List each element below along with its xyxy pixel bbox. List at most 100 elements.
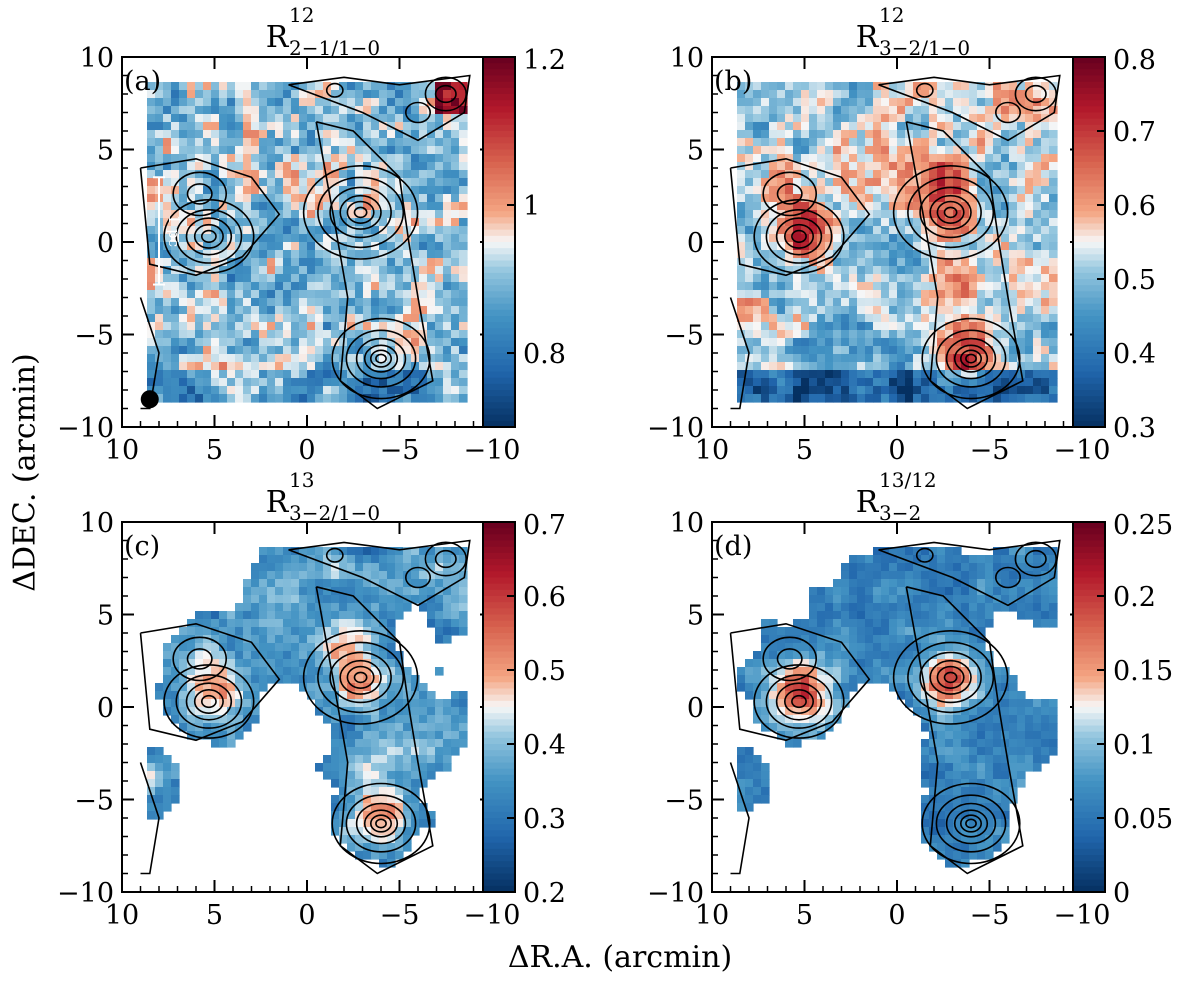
colorbar-segment	[483, 131, 515, 138]
heatmap-cell	[315, 675, 324, 684]
heatmap-cell	[801, 282, 810, 291]
heatmap-cell	[403, 258, 412, 267]
heatmap-cell	[387, 603, 396, 612]
heatmap-cell	[881, 194, 890, 203]
heatmap-cell	[985, 306, 994, 315]
heatmap-cell	[993, 218, 1002, 227]
heatmap-cell	[403, 274, 412, 283]
heatmap-cell	[435, 154, 444, 163]
heatmap-cell	[841, 98, 850, 107]
heatmap-cell	[801, 322, 810, 331]
heatmap-cell	[753, 378, 762, 387]
heatmap-cell	[753, 138, 762, 147]
heatmap-cell	[315, 394, 324, 403]
heatmap-cell	[1017, 234, 1026, 243]
heatmap-cell	[267, 555, 276, 564]
heatmap-cell	[299, 114, 308, 123]
heatmap-cell	[459, 370, 468, 379]
heatmap-cell	[921, 258, 930, 267]
heatmap-cell	[937, 138, 946, 147]
heatmap-cell	[283, 210, 292, 219]
heatmap-cell	[913, 298, 922, 307]
colorbar-segment	[1073, 193, 1105, 200]
heatmap-cell	[227, 274, 236, 283]
heatmap-cell	[171, 787, 180, 796]
heatmap-cell	[985, 82, 994, 91]
heatmap-cell	[403, 314, 412, 323]
heatmap-cell	[809, 82, 818, 91]
heatmap-cell	[147, 346, 156, 355]
heatmap-cell	[307, 306, 316, 315]
heatmap-cell	[403, 755, 412, 764]
heatmap-cell	[889, 330, 898, 339]
heatmap-cell	[801, 362, 810, 371]
heatmap-cell	[283, 306, 292, 315]
heatmap-cell	[267, 346, 276, 355]
heatmap-cell	[323, 683, 332, 692]
heatmap-cell	[347, 819, 356, 828]
colorbar-segment	[483, 726, 515, 733]
heatmap-cell	[921, 386, 930, 395]
heatmap-cell	[283, 154, 292, 163]
heatmap-cell	[155, 314, 164, 323]
heatmap-cell	[291, 635, 300, 644]
x-tick-label: −5	[380, 900, 420, 931]
heatmap-cell	[331, 266, 340, 275]
heatmap-cell	[347, 739, 356, 748]
heatmap-cell	[1041, 234, 1050, 243]
heatmap-cell	[993, 258, 1002, 267]
heatmap-cell	[737, 763, 746, 772]
heatmap-cell	[1049, 266, 1058, 275]
heatmap-cell	[275, 322, 284, 331]
colorbar-segment	[1073, 57, 1105, 64]
colorbar-segment	[1073, 88, 1105, 95]
heatmap-cell	[235, 90, 244, 99]
heatmap-cell	[833, 162, 842, 171]
heatmap-cell	[291, 579, 300, 588]
heatmap-cell	[283, 226, 292, 235]
heatmap-cell	[1025, 290, 1034, 299]
heatmap-cell	[355, 619, 364, 628]
heatmap-cell	[1009, 250, 1018, 259]
heatmap-cell	[921, 330, 930, 339]
heatmap-cell	[307, 354, 316, 363]
heatmap-cell	[283, 643, 292, 652]
heatmap-cell	[825, 122, 834, 131]
heatmap-cell	[825, 178, 834, 187]
heatmap-cell	[259, 643, 268, 652]
heatmap-cell	[203, 611, 212, 620]
heatmap-cell	[323, 763, 332, 772]
heatmap-cell	[307, 386, 316, 395]
heatmap-cell	[211, 338, 220, 347]
heatmap-cell	[339, 170, 348, 179]
heatmap-cell	[881, 226, 890, 235]
heatmap-cell	[833, 130, 842, 139]
heatmap-cell	[443, 274, 452, 283]
heatmap-cell	[187, 627, 196, 636]
panel-title-sub: 2−1/1−0	[289, 36, 380, 60]
heatmap-cell	[251, 122, 260, 131]
heatmap-cell	[889, 114, 898, 123]
heatmap-cell	[195, 90, 204, 99]
heatmap-cell	[235, 138, 244, 147]
heatmap-cell	[315, 330, 324, 339]
colorbar-segment	[1073, 291, 1105, 298]
heatmap-cell	[969, 258, 978, 267]
heatmap-cell	[833, 306, 842, 315]
heatmap-cell	[339, 603, 348, 612]
heatmap-cell	[307, 346, 316, 355]
heatmap-cell	[299, 635, 308, 644]
colorbar-segment	[1073, 162, 1105, 169]
heatmap-cell	[211, 154, 220, 163]
heatmap-cell	[857, 242, 866, 251]
heatmap-cell	[315, 354, 324, 363]
heatmap-cell	[769, 250, 778, 259]
y-tick-label: −5	[74, 321, 114, 352]
heatmap-cell	[769, 130, 778, 139]
heatmap-cell	[275, 635, 284, 644]
heatmap-cell	[171, 330, 180, 339]
heatmap-cell	[203, 306, 212, 315]
heatmap-cell	[873, 98, 882, 107]
heatmap-cell	[1049, 322, 1058, 331]
heatmap-cell	[211, 106, 220, 115]
